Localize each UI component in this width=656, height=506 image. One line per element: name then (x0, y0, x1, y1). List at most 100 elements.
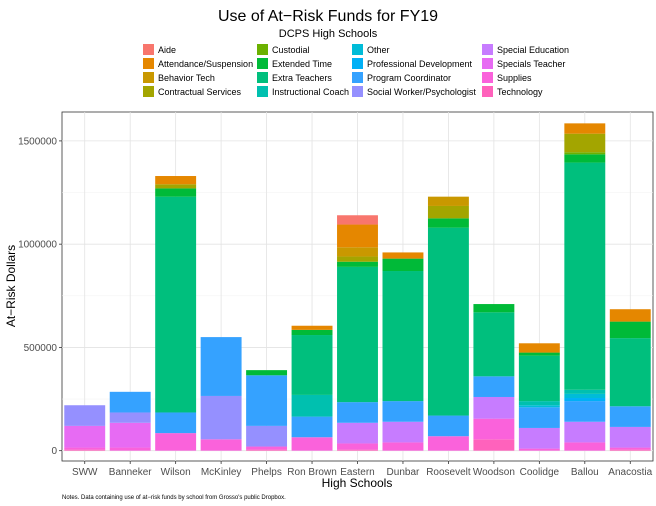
bar-segment (427, 218, 469, 228)
bar-segment (382, 258, 424, 272)
bar-segment (427, 227, 469, 416)
bar-segment (473, 304, 515, 313)
legend-label: Behavior Tech (158, 73, 215, 83)
bar-segment (518, 448, 560, 451)
bar-segment (246, 446, 288, 450)
x-tick-label: Wilson (161, 467, 191, 478)
legend-swatch (482, 86, 493, 97)
legend-label: Specials Teacher (497, 59, 565, 69)
bar-segment (564, 401, 606, 422)
bar-segment (427, 415, 469, 437)
legend-item: Instructional Coach (257, 86, 349, 97)
bar-segment (518, 352, 560, 356)
bar-segment (564, 123, 606, 134)
bar-segment (473, 376, 515, 397)
bar-segment (246, 425, 288, 447)
y-tick-label: 500000 (24, 343, 58, 354)
legend-swatch (257, 72, 268, 83)
bar-segment (291, 416, 333, 438)
x-tick-label: Ballou (571, 467, 599, 478)
chart-subtitle: DCPS High Schools (279, 28, 378, 40)
bar-segment (337, 449, 378, 451)
x-tick-label: Roosevelt (426, 467, 471, 478)
legend-item: Contractual Services (143, 86, 242, 97)
bar-segment (564, 152, 606, 155)
bar-segment (291, 394, 333, 417)
bar-segment (609, 321, 651, 339)
bar-segment (473, 439, 515, 451)
legend-swatch (352, 58, 363, 69)
bar-segment (518, 343, 560, 353)
legend-swatch (482, 58, 493, 69)
bar-segment (564, 154, 606, 163)
bar-segment (564, 133, 606, 153)
legend-swatch (143, 86, 154, 97)
bar-segment (518, 407, 560, 428)
bar-segment (609, 338, 651, 407)
bar-segment (473, 312, 515, 377)
legend-label: Attendance/Suspension (158, 59, 253, 69)
legend-label: Technology (497, 87, 543, 97)
legend-item: Special Education (482, 44, 569, 55)
bar-segment (109, 422, 151, 448)
bar-segment (200, 439, 242, 451)
bar-segment (609, 426, 651, 448)
bar-segment (518, 427, 560, 449)
legend-label: Program Coordinator (367, 73, 451, 83)
x-tick-label: Anacostia (608, 467, 652, 478)
legend-swatch (482, 72, 493, 83)
bar-segment (64, 405, 106, 426)
x-axis-label: High Schools (322, 476, 393, 490)
bar-segment (337, 402, 378, 423)
bar-segment (64, 425, 106, 448)
bar-segment (427, 205, 469, 219)
bar-segment (155, 176, 197, 185)
bar-segment (609, 406, 651, 427)
legend-item: Specials Teacher (482, 58, 565, 69)
bar-segment (246, 375, 288, 426)
legend-swatch (352, 72, 363, 83)
x-tick-label: Ron Brown (287, 467, 336, 478)
y-axis: 0 500000 1000000 1500000 (18, 136, 62, 457)
bar-segment (564, 442, 606, 451)
bar-segment (200, 395, 242, 440)
bar-segment (337, 247, 378, 257)
bar-segment (609, 449, 651, 451)
legend-item: Other (352, 44, 390, 55)
x-tick-label: Banneker (109, 467, 152, 478)
legend-swatch (352, 86, 363, 97)
bar-segment (109, 412, 151, 423)
x-axis: SWW Banneker Wilson McKinley Phelps Ron Brown… (72, 461, 653, 478)
bar-segment (518, 401, 560, 406)
x-tick-label: SWW (72, 467, 98, 478)
legend-item: Extra Teachers (257, 72, 332, 83)
bar-segment (155, 433, 197, 451)
legend-item: Supplies (482, 72, 532, 83)
bar-segment (64, 449, 106, 451)
x-tick-label: Coolidge (520, 467, 560, 478)
bar-segment (564, 162, 606, 390)
legend-label: Special Education (497, 45, 569, 55)
y-tick-label: 1500000 (18, 136, 57, 147)
bar-segment (64, 447, 106, 450)
legend-label: Instructional Coach (272, 87, 349, 97)
bar-segment (473, 396, 515, 419)
bar-segment (427, 436, 469, 451)
bar-segment (564, 393, 606, 399)
legend-item: Attendance/Suspension (143, 58, 253, 69)
bar-segment (518, 355, 560, 402)
bars (64, 123, 651, 451)
legend-swatch (257, 86, 268, 97)
bar-segment (337, 266, 378, 403)
bar-segment (337, 215, 378, 225)
bar-segment (564, 398, 606, 402)
legend-item: Program Coordinator (352, 72, 451, 83)
bar-segment (337, 256, 378, 262)
x-tick-label: McKinley (201, 467, 242, 478)
bar-segment (155, 188, 197, 197)
legend-swatch (143, 72, 154, 83)
bar-segment (382, 401, 424, 422)
legend-item: Aide (143, 44, 176, 55)
bar-segment (109, 391, 151, 413)
legend-label: Custodial (272, 45, 310, 55)
